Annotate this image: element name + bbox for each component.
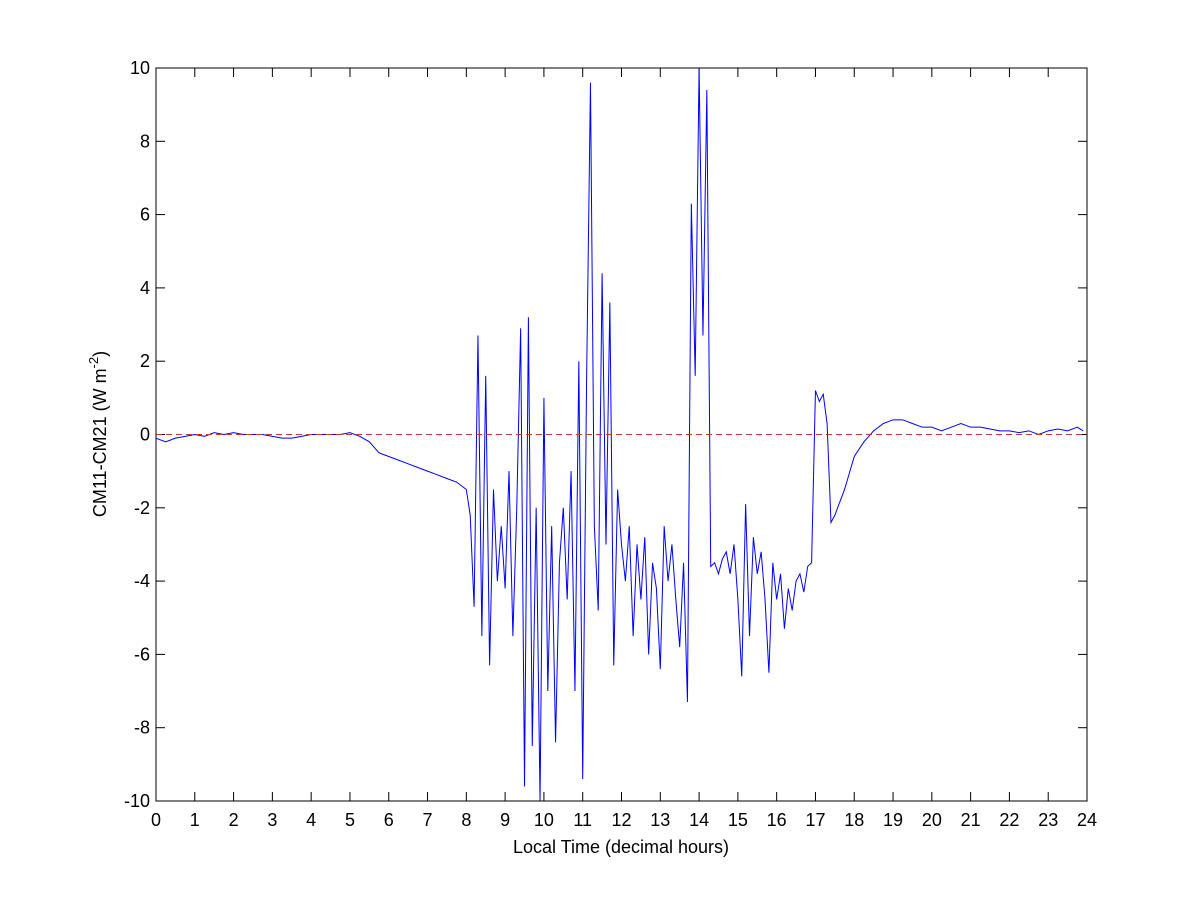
y-tick-label: -4	[134, 571, 150, 591]
x-tick-label: 18	[844, 810, 864, 830]
y-tick-label: 8	[140, 131, 150, 151]
x-tick-label: 20	[922, 810, 942, 830]
x-tick-label: 5	[345, 810, 355, 830]
y-tick-label: 4	[140, 278, 150, 298]
x-tick-label: 23	[1038, 810, 1058, 830]
y-tick-label: -8	[134, 718, 150, 738]
x-tick-label: 12	[611, 810, 631, 830]
x-tick-label: 1	[190, 810, 200, 830]
y-tick-label: -10	[124, 791, 150, 811]
x-tick-label: 24	[1077, 810, 1097, 830]
x-tick-label: 22	[999, 810, 1019, 830]
y-tick-label: 2	[140, 351, 150, 371]
y-label-text: CM11-CM21 (W m	[90, 368, 110, 517]
x-tick-label: 0	[151, 810, 161, 830]
data-line	[156, 68, 1084, 801]
y-tick-label: 10	[130, 58, 150, 78]
x-axis-label: Local Time (decimal hours)	[513, 837, 729, 857]
x-tick-label: 17	[805, 810, 825, 830]
x-tick-label: 11	[573, 810, 592, 830]
x-tick-label: 8	[461, 810, 471, 830]
y-label-superscript: -2	[86, 357, 101, 369]
x-tick-label: 6	[384, 810, 394, 830]
y-tick-label: 6	[140, 205, 150, 225]
x-tick-label: 2	[229, 810, 239, 830]
x-tick-label: 19	[883, 810, 903, 830]
x-tick-label: 15	[728, 810, 748, 830]
x-tick-label: 10	[534, 810, 554, 830]
x-tick-label: 21	[961, 810, 981, 830]
y-tick-label: -2	[134, 498, 150, 518]
x-tick-label: 14	[689, 810, 709, 830]
x-tick-label: 4	[306, 810, 316, 830]
y-tick-label: -6	[134, 644, 150, 664]
x-tick-label: 7	[423, 810, 433, 830]
x-tick-label: 13	[650, 810, 670, 830]
y-label-suffix: )	[90, 351, 110, 357]
x-tick-label: 16	[767, 810, 787, 830]
y-tick-label: 0	[140, 425, 150, 445]
plot-frame	[155, 67, 1088, 802]
x-tick-label: 9	[500, 810, 510, 830]
x-tick-label: 3	[267, 810, 277, 830]
y-axis-label: CM11-CM21 (W m-2)	[86, 351, 110, 517]
